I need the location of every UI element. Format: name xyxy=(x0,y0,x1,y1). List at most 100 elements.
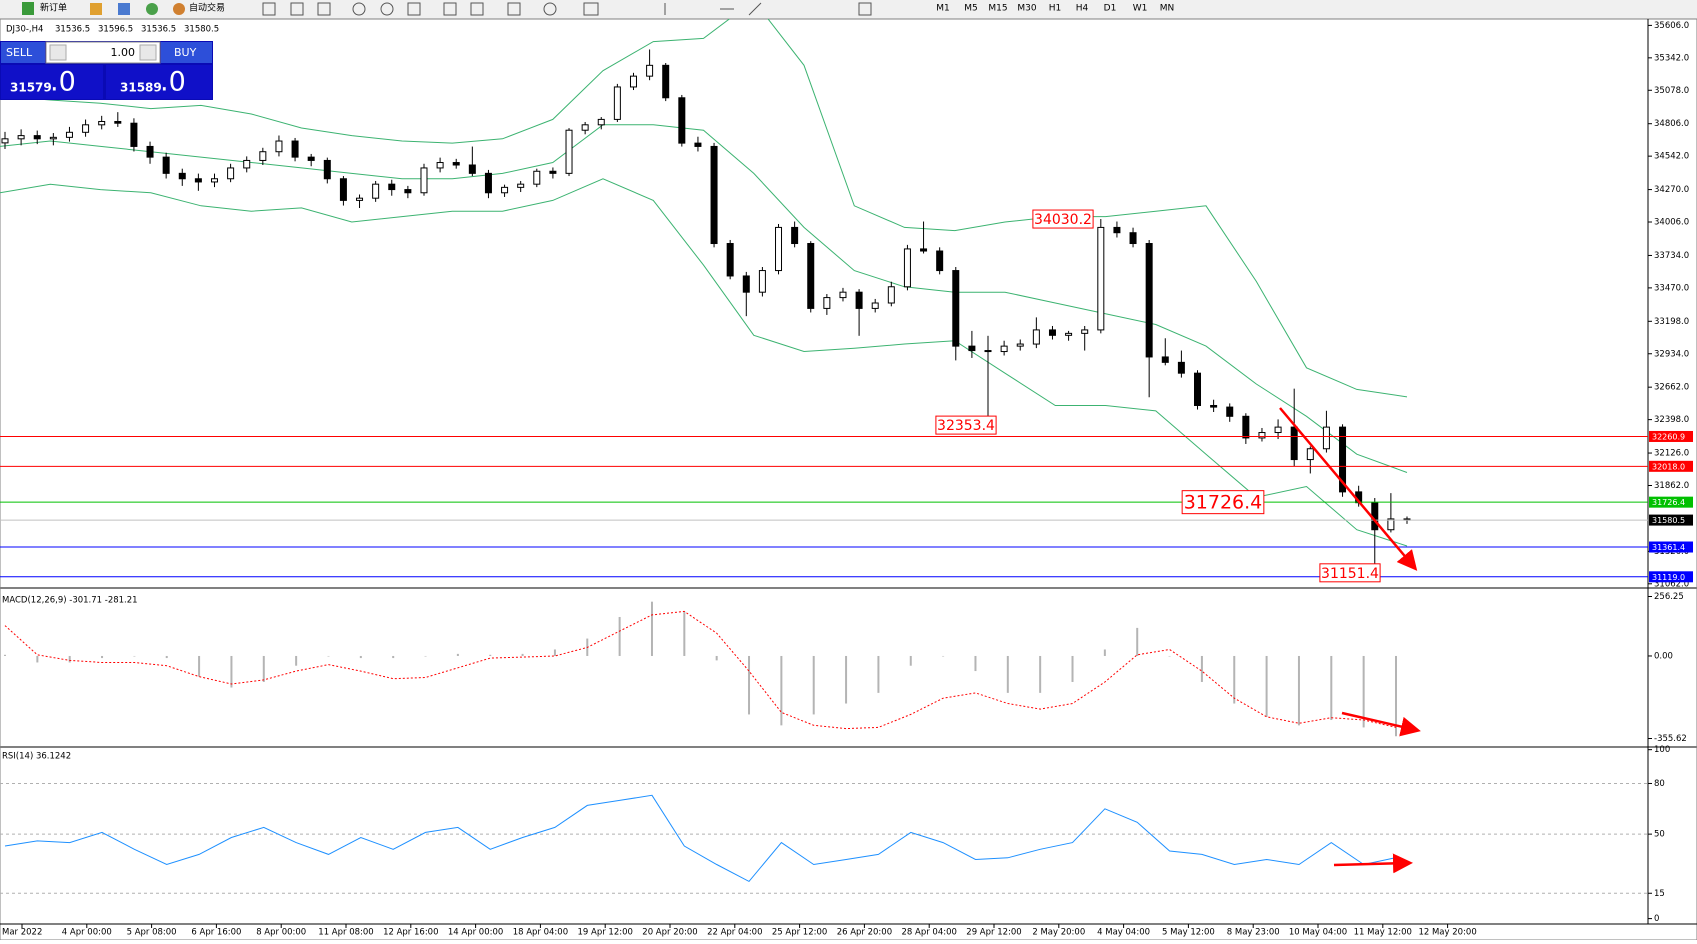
timeframe-button[interactable]: M1 xyxy=(936,4,950,14)
ask-fraction[interactable]: .0 xyxy=(160,67,186,98)
timeframe-button[interactable]: M15 xyxy=(988,4,1007,14)
lot-field[interactable] xyxy=(45,41,161,64)
candle-body xyxy=(1097,226,1105,331)
y-tick-label: 34006.0 xyxy=(1654,218,1689,228)
x-tick-label: 4 Apr 00:00 xyxy=(62,928,112,938)
y-tick-label: -355.62 xyxy=(1654,734,1687,744)
annotation-box xyxy=(1319,563,1381,583)
x-tick-label: 4 May 04:00 xyxy=(1097,928,1150,938)
histogram-bar xyxy=(780,655,783,726)
tool-icon[interactable] xyxy=(858,2,872,16)
candle-body xyxy=(1322,426,1330,450)
price-tag-label: 32018.0 xyxy=(1652,462,1685,471)
tool-icon[interactable] xyxy=(583,2,599,16)
candle-body xyxy=(1000,345,1008,353)
tool-icon[interactable] xyxy=(407,2,421,16)
price-tag xyxy=(1649,514,1693,526)
candle-body xyxy=(565,129,573,174)
candle-body xyxy=(758,270,766,293)
tool-icon[interactable] xyxy=(443,2,457,16)
timeframe-button[interactable]: W1 xyxy=(1133,4,1148,14)
candle-body xyxy=(388,183,396,191)
timeframe-button[interactable]: MN xyxy=(1160,4,1175,14)
x-tick-label: Mar 2022 xyxy=(2,928,42,938)
timeframe-button[interactable]: M5 xyxy=(964,4,978,14)
trend-arrow xyxy=(1279,407,1418,571)
histogram-bar xyxy=(1168,655,1171,657)
new-order-button[interactable]: 新订单 xyxy=(40,2,67,14)
candle-body xyxy=(1,138,9,144)
bid-fraction[interactable]: .0 xyxy=(50,67,76,98)
bid-price[interactable]: 31579 xyxy=(10,81,52,95)
candle-body xyxy=(597,118,605,126)
rsi-arrow xyxy=(1333,853,1413,874)
x-tick-label: 8 May 23:00 xyxy=(1227,928,1280,938)
new-order-icon[interactable] xyxy=(22,2,34,15)
lot-value[interactable]: 1.00 xyxy=(111,46,136,59)
candle-body xyxy=(356,197,364,201)
auto-trading-button[interactable]: 自动交易 xyxy=(189,2,225,14)
timeframe-button[interactable]: M30 xyxy=(1017,4,1036,14)
tool-icon[interactable] xyxy=(317,2,331,16)
timeframe-button[interactable]: D1 xyxy=(1104,4,1117,14)
candle-body xyxy=(420,167,428,194)
annotation-box xyxy=(1032,209,1094,229)
zoom-in[interactable] xyxy=(352,2,366,16)
histogram-bar xyxy=(715,655,718,661)
y-tick-label: 0 xyxy=(1654,914,1659,924)
histogram-bar xyxy=(424,655,427,657)
lot-down[interactable] xyxy=(49,44,67,61)
candle-body xyxy=(742,275,750,293)
candle-body xyxy=(678,97,686,144)
zoom-out[interactable] xyxy=(380,2,394,16)
candle-body xyxy=(984,350,992,353)
auto-trading-icon[interactable] xyxy=(173,3,185,15)
ask-box[interactable] xyxy=(106,65,212,99)
tool-icon[interactable] xyxy=(543,2,557,16)
candle-body xyxy=(1339,426,1347,493)
candle-body xyxy=(130,122,138,147)
sell-label[interactable]: SELL xyxy=(6,46,33,59)
buy-button[interactable] xyxy=(161,42,212,63)
annotation-box xyxy=(1181,490,1265,515)
candle-body xyxy=(1258,432,1266,439)
ask-price[interactable]: 31589 xyxy=(120,81,162,95)
candle-body xyxy=(162,156,170,174)
candle-body xyxy=(372,183,380,199)
candle-body xyxy=(646,64,654,77)
price-tag-label: 31361.4 xyxy=(1652,543,1685,552)
candle-body xyxy=(484,172,492,194)
toolbar-icon[interactable] xyxy=(90,3,102,15)
histogram-bar xyxy=(68,655,71,663)
tool-icon[interactable] xyxy=(507,2,521,16)
timeframe-button[interactable]: H4 xyxy=(1076,4,1089,14)
candle-body xyxy=(823,297,831,309)
lot-up[interactable] xyxy=(139,44,157,61)
tool-icon[interactable] xyxy=(748,2,762,16)
histogram-bar xyxy=(909,655,912,666)
toolbar-icon[interactable] xyxy=(146,3,158,15)
indicator-title: RSI(14) 36.1242 xyxy=(2,752,71,762)
candle-body xyxy=(98,120,106,126)
y-tick-label: 33470.0 xyxy=(1654,283,1689,293)
price-tag xyxy=(1649,541,1693,553)
price-tag-label: 31119.0 xyxy=(1652,573,1685,582)
histogram-bar xyxy=(1006,655,1009,693)
tool-icon[interactable] xyxy=(470,2,484,16)
candle-body xyxy=(33,135,41,140)
buy-label[interactable]: BUY xyxy=(174,46,197,59)
histogram-bar xyxy=(101,655,104,659)
candle-body xyxy=(613,86,621,120)
bid-box[interactable] xyxy=(1,65,103,99)
sell-button[interactable] xyxy=(1,42,45,63)
candle-body xyxy=(1081,329,1089,334)
y-tick-label: 0.00 xyxy=(1654,651,1673,661)
timeframe-button[interactable]: H1 xyxy=(1049,4,1062,14)
x-tick-label: 14 Apr 00:00 xyxy=(448,928,503,938)
toolbar-icon[interactable] xyxy=(118,3,130,15)
histogram-bar xyxy=(812,655,815,715)
tool-icon[interactable] xyxy=(290,2,304,16)
symbol-header: DJ30-,H4 xyxy=(6,25,43,35)
tool-icon[interactable] xyxy=(262,2,276,16)
y-tick-label: 35078.0 xyxy=(1654,86,1689,96)
